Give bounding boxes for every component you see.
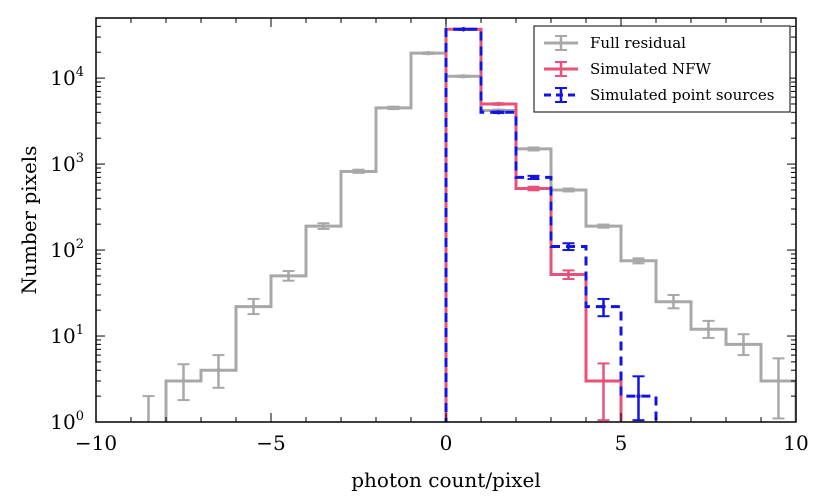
- data-point: [601, 304, 606, 309]
- plot-area: [142, 18, 796, 428]
- data-point: [741, 342, 746, 347]
- legend-item: Simulated NFW: [544, 60, 712, 78]
- y-tick-exponent: 2: [76, 237, 84, 252]
- y-tick-base: 10: [50, 324, 75, 348]
- x-tick-label: −5: [256, 431, 285, 455]
- data-point: [181, 378, 186, 384]
- error-bar: [597, 297, 610, 318]
- error-bar: [737, 333, 750, 357]
- error-bar: [352, 168, 365, 174]
- error-bar: [667, 294, 680, 310]
- legend-label: Simulated point sources: [590, 86, 774, 104]
- error-bar: [387, 105, 400, 111]
- error-bar: [597, 362, 610, 422]
- error-bar: [632, 375, 645, 422]
- y-tick-exponent: 1: [76, 323, 84, 338]
- data-point: [146, 424, 150, 428]
- y-tick-base: 10: [50, 66, 75, 90]
- axis-ticks: [95, 17, 797, 423]
- data-point: [496, 101, 501, 107]
- data-point: [601, 223, 606, 229]
- error-bar: [492, 101, 505, 107]
- y-tick-exponent: 4: [76, 65, 84, 80]
- data-point: [566, 272, 571, 277]
- y-axis-title: Number pixels: [17, 146, 41, 295]
- y-tick-label: 104: [50, 65, 84, 90]
- error-bar: [562, 269, 575, 281]
- data-point: [636, 393, 641, 399]
- data-point: [461, 27, 466, 32]
- y-tick-label: 103: [50, 151, 84, 176]
- legend-item: Simulated point sources: [544, 86, 774, 104]
- data-point: [286, 273, 291, 279]
- x-tick-label: 10: [783, 431, 808, 455]
- error-bar: [562, 187, 575, 193]
- error-bar: [247, 297, 260, 316]
- x-tick-label: 0: [440, 431, 453, 455]
- y-tick-base: 10: [50, 410, 75, 434]
- error-bar: [562, 242, 575, 252]
- error-bar: [422, 50, 435, 56]
- data-point: [601, 378, 606, 384]
- error-bar: [282, 270, 295, 282]
- error-bar: [457, 74, 470, 79]
- data-point: [426, 50, 431, 56]
- error-bar: [492, 110, 505, 115]
- legend-label: Full residual: [590, 34, 686, 52]
- error-bar: [212, 354, 225, 389]
- data-point: [531, 146, 536, 152]
- x-tick-label: 5: [615, 431, 628, 455]
- y-tick-label: 101: [50, 323, 84, 348]
- y-tick-exponent: 0: [76, 409, 84, 424]
- data-point: [531, 175, 536, 180]
- data-point: [531, 186, 536, 191]
- error-bar: [527, 174, 540, 181]
- error-bar: [317, 222, 330, 230]
- data-point: [251, 304, 256, 309]
- x-axis-title: photon count/pixel: [351, 468, 541, 492]
- data-point: [496, 110, 501, 115]
- error-bar: [142, 395, 155, 428]
- full-residual-series: [142, 50, 796, 428]
- y-tick-label: 100: [50, 409, 84, 434]
- data-point: [671, 299, 676, 305]
- data-point: [706, 327, 711, 332]
- error-bar: [632, 257, 645, 265]
- error-bar: [702, 319, 715, 339]
- legend: Full residual Simulated NFW Simulated poin…: [533, 25, 791, 113]
- y-tick-base: 10: [50, 238, 75, 262]
- data-point: [461, 74, 466, 79]
- error-bar: [527, 146, 540, 152]
- data-point: [321, 223, 326, 229]
- error-bar: [597, 223, 610, 229]
- data-point: [636, 258, 641, 263]
- data-point: [391, 105, 396, 111]
- data-point: [776, 378, 781, 384]
- data-point: [356, 169, 361, 174]
- data-point: [216, 368, 221, 373]
- simulated-point-sources-series: [444, 27, 658, 422]
- x-tick-label: −10: [75, 431, 117, 455]
- error-bar: [457, 27, 470, 32]
- legend-item: Full residual: [544, 34, 686, 52]
- error-bar: [527, 185, 540, 192]
- error-bar: [177, 363, 190, 402]
- legend-label: Simulated NFW: [590, 60, 712, 78]
- error-bar: [772, 357, 785, 420]
- y-tick-label: 102: [50, 237, 84, 262]
- data-point: [566, 244, 571, 249]
- y-tick-exponent: 3: [76, 151, 84, 166]
- y-tick-base: 10: [50, 152, 75, 176]
- data-point: [566, 187, 571, 193]
